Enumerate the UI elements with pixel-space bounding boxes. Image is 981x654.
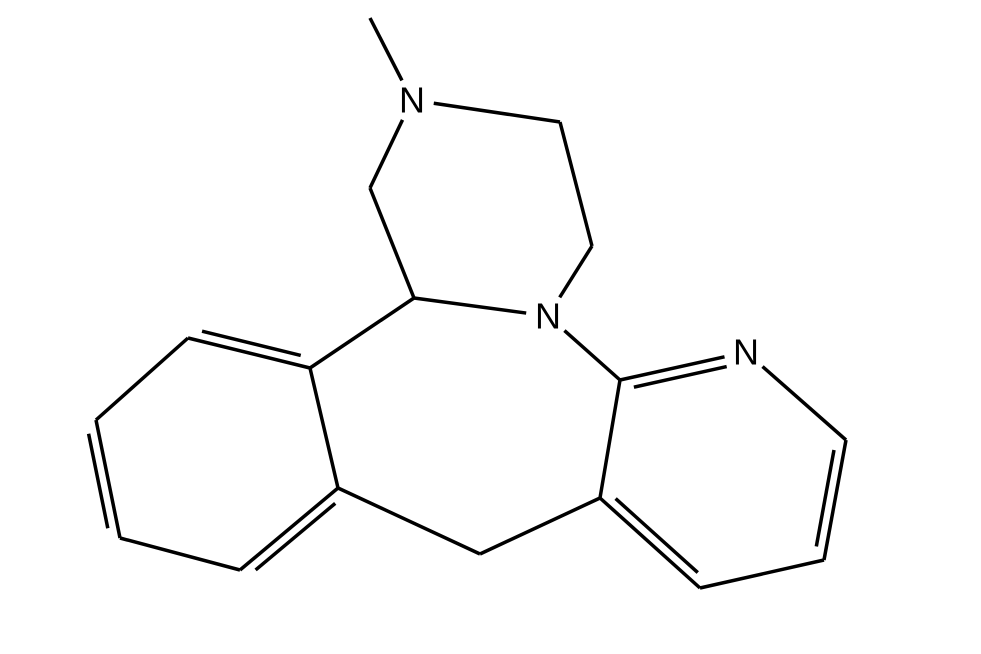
bond	[120, 538, 240, 570]
bond	[763, 367, 846, 440]
bond	[620, 357, 725, 380]
bond-inner	[256, 503, 336, 570]
bond	[310, 298, 414, 368]
bond	[480, 498, 600, 554]
bond	[560, 122, 592, 246]
bond	[370, 18, 402, 80]
atom-label-N: N	[733, 332, 759, 373]
bond	[700, 560, 824, 588]
bond	[564, 331, 620, 380]
atom-label-N: N	[535, 296, 561, 337]
bond-inner	[89, 434, 108, 528]
atom-label-N: N	[399, 80, 425, 121]
bond	[96, 420, 120, 538]
bond	[310, 368, 338, 488]
bond-inner	[816, 450, 834, 546]
bond	[96, 338, 188, 420]
bond	[240, 488, 338, 570]
bond-inner	[202, 331, 301, 355]
bond	[370, 120, 403, 188]
molecule-canvas: N N N	[0, 0, 981, 654]
atoms-group: N N N	[399, 80, 759, 373]
bond	[824, 440, 846, 560]
bond	[414, 298, 526, 313]
bond	[338, 488, 480, 554]
bond-inner	[634, 367, 727, 388]
bond	[560, 246, 592, 297]
bond	[370, 188, 414, 298]
bond-inner	[616, 499, 698, 573]
bonds-group	[89, 18, 846, 588]
bond	[600, 498, 700, 588]
bond	[600, 380, 620, 498]
bond	[434, 103, 560, 122]
